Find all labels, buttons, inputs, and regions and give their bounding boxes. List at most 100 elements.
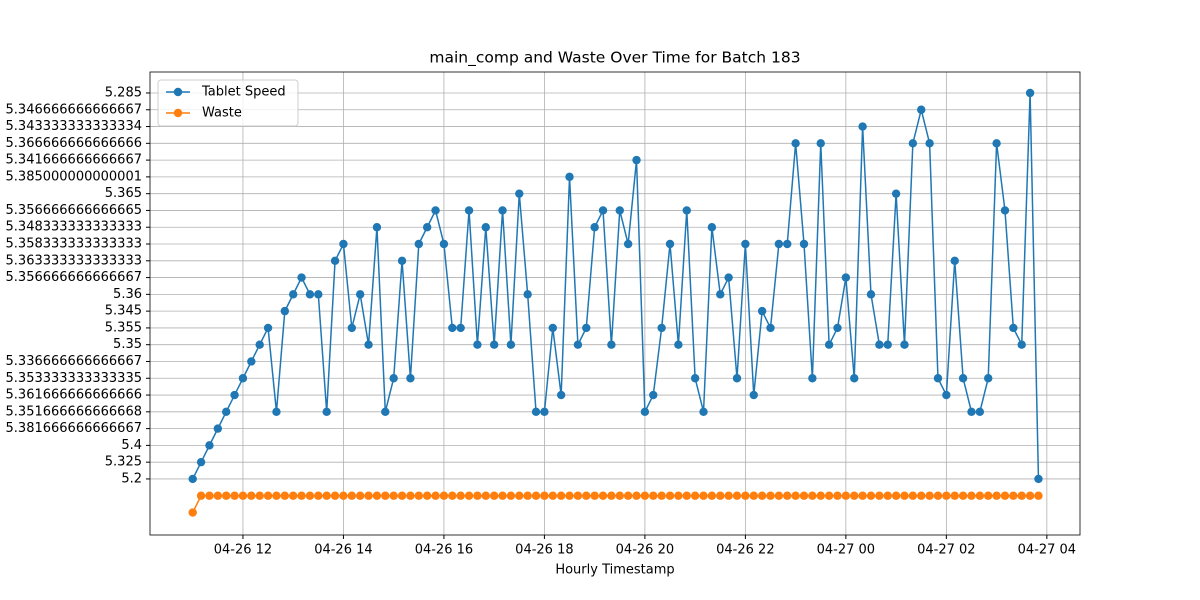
- data-point: [933, 491, 943, 500]
- data-point: [766, 491, 775, 500]
- data-point: [305, 491, 315, 500]
- data-point: [623, 491, 633, 500]
- data-point: [355, 491, 365, 500]
- data-point: [632, 491, 641, 500]
- data-point: [749, 491, 758, 500]
- data-point: [908, 139, 918, 148]
- data-point: [448, 491, 457, 500]
- data-point: [900, 340, 909, 349]
- x-tick-label: 04-26 18: [515, 543, 573, 558]
- data-point: [263, 323, 273, 333]
- data-point: [900, 491, 909, 500]
- data-point: [305, 290, 315, 299]
- data-point: [406, 491, 415, 500]
- data-point: [473, 491, 482, 500]
- data-point: [364, 491, 373, 500]
- data-point: [682, 206, 691, 215]
- y-tick-label: 5.35: [113, 337, 142, 352]
- data-point: [883, 491, 892, 500]
- data-point: [196, 491, 206, 500]
- y-tick-label: 5.2: [121, 471, 142, 486]
- data-point: [690, 374, 700, 383]
- y-tick-label: 5.385000000000001: [6, 169, 142, 184]
- y-tick-label: 5.343333333333334: [6, 119, 142, 134]
- data-point: [615, 206, 624, 215]
- plot-frame: [149, 71, 1081, 536]
- data-point: [414, 239, 424, 249]
- legend-label: Tablet Speed: [201, 85, 286, 100]
- data-point: [791, 491, 800, 500]
- data-point: [640, 407, 650, 417]
- data-point: [389, 491, 398, 500]
- data-point: [397, 491, 407, 500]
- data-point: [615, 491, 624, 500]
- data-point: [984, 374, 993, 383]
- data-point: [724, 491, 733, 500]
- data-point: [540, 491, 549, 500]
- data-point: [573, 340, 583, 349]
- data-point: [732, 491, 742, 500]
- data-point: [464, 491, 474, 500]
- data-point: [506, 491, 516, 500]
- y-tick-label: 5.355: [105, 320, 142, 335]
- y-tick-label: 5.358333333333333: [6, 237, 142, 252]
- data-point: [623, 239, 633, 249]
- data-point: [699, 491, 708, 500]
- data-point: [984, 491, 993, 500]
- data-point: [247, 357, 256, 366]
- data-point: [657, 491, 666, 500]
- data-point: [690, 491, 700, 500]
- data-point: [640, 491, 650, 500]
- x-tick-label: 04-26 14: [314, 543, 372, 558]
- legend-frame: [157, 79, 299, 127]
- data-point: [875, 491, 884, 500]
- data-point: [548, 491, 557, 500]
- data-point: [816, 491, 825, 500]
- data-point: [364, 340, 373, 349]
- data-point: [891, 189, 901, 198]
- data-point: [389, 374, 398, 383]
- data-point: [933, 374, 943, 383]
- data-point: [707, 223, 717, 232]
- data-point: [213, 491, 223, 500]
- data-point: [481, 223, 490, 232]
- data-point: [757, 491, 767, 500]
- data-point: [942, 390, 951, 400]
- data-point: [791, 139, 800, 148]
- data-point: [649, 390, 658, 400]
- data-point: [339, 239, 348, 249]
- data-point: [481, 491, 490, 500]
- data-point: [397, 256, 407, 265]
- data-point: [288, 290, 298, 299]
- x-tick-label: 04-26 16: [415, 543, 473, 558]
- data-point: [598, 206, 608, 215]
- data-point: [582, 323, 591, 333]
- data-point: [917, 491, 926, 500]
- y-tick-label: 5.365: [105, 186, 142, 201]
- data-point: [1017, 340, 1026, 349]
- data-point: [531, 491, 541, 500]
- data-point: [958, 374, 968, 383]
- data-point: [406, 374, 415, 383]
- data-point: [255, 491, 264, 500]
- data-point: [590, 223, 599, 232]
- data-point: [808, 491, 817, 500]
- data-point: [205, 491, 214, 500]
- y-tick-label: 5.346666666666667: [6, 102, 142, 117]
- data-point: [247, 491, 256, 500]
- data-point: [975, 407, 985, 417]
- data-point: [263, 491, 273, 500]
- data-point: [448, 323, 457, 333]
- data-point: [774, 239, 784, 249]
- data-point: [1000, 491, 1010, 500]
- data-point: [649, 491, 658, 500]
- data-point: [498, 206, 507, 215]
- data-point: [665, 239, 675, 249]
- data-point: [632, 155, 641, 165]
- data-point: [506, 340, 516, 349]
- data-point: [757, 306, 767, 316]
- data-point: [238, 491, 248, 500]
- data-point: [464, 206, 474, 215]
- data-point: [515, 189, 524, 198]
